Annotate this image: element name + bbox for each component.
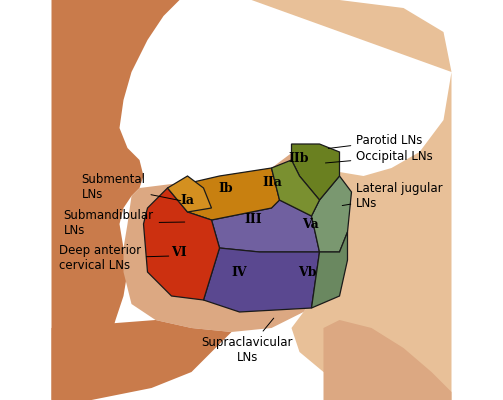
Text: VI: VI [171, 246, 187, 258]
Text: Parotid LNs: Parotid LNs [328, 134, 423, 148]
Polygon shape [211, 200, 319, 252]
Text: Supraclavicular
LNs: Supraclavicular LNs [202, 318, 293, 364]
Text: Lateral jugular
LNs: Lateral jugular LNs [342, 182, 443, 210]
Text: IIb: IIb [288, 152, 309, 164]
Text: Occipital LNs: Occipital LNs [325, 150, 433, 163]
Text: Va: Va [302, 218, 319, 230]
Polygon shape [167, 176, 211, 212]
Polygon shape [51, 0, 180, 400]
Polygon shape [124, 144, 352, 332]
Text: IV: IV [232, 266, 247, 278]
Text: Deep anterior
cervical LNs: Deep anterior cervical LNs [59, 244, 169, 272]
Polygon shape [51, 320, 231, 400]
Polygon shape [311, 176, 352, 252]
Text: Ia: Ia [181, 194, 195, 206]
Polygon shape [143, 188, 219, 300]
Polygon shape [323, 320, 452, 400]
Polygon shape [311, 232, 348, 308]
Polygon shape [204, 248, 319, 312]
Polygon shape [292, 144, 340, 200]
Text: Ib: Ib [218, 182, 233, 195]
Polygon shape [167, 168, 280, 220]
Text: Submental
LNs: Submental LNs [81, 173, 181, 201]
Polygon shape [272, 160, 319, 216]
Text: III: III [244, 213, 262, 226]
Text: Vb: Vb [298, 266, 317, 278]
Text: Submandibular
LNs: Submandibular LNs [63, 209, 185, 237]
Text: IIa: IIa [263, 176, 283, 188]
Polygon shape [252, 0, 452, 400]
